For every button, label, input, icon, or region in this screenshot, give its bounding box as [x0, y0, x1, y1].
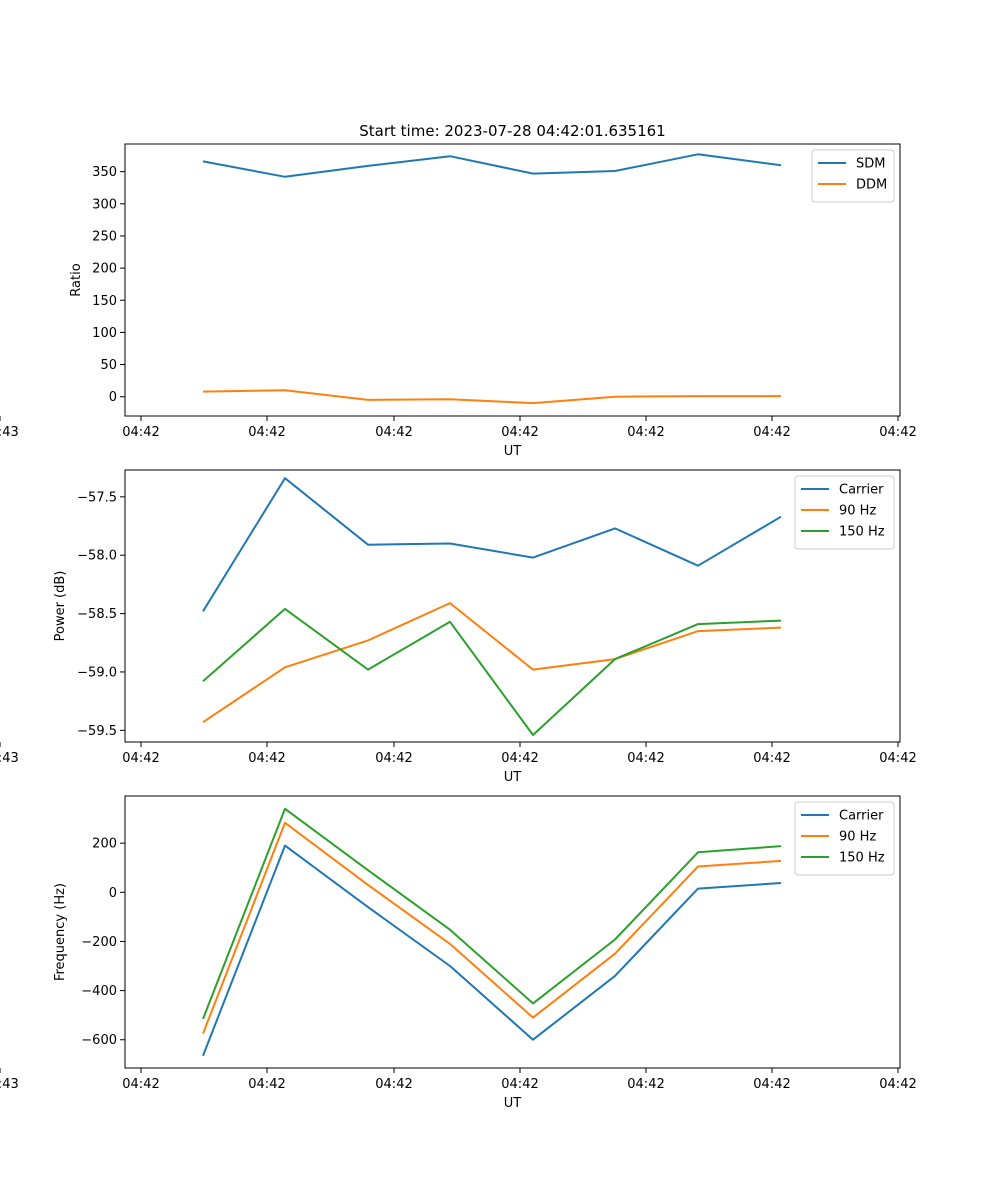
plot-frame — [124, 795, 901, 1069]
series-line-carrier — [202, 844, 782, 1057]
legend-label: Carrier — [839, 483, 884, 498]
y-axis-label: Power (dB) — [53, 571, 68, 642]
x-tick-label: 04:42 — [627, 751, 664, 766]
series-line-150-hz — [202, 607, 782, 736]
legend-label: 90 Hz — [839, 830, 876, 845]
legend-label: SDM — [856, 157, 885, 172]
panel-0: Start time: 2023-07-28 04:42:01.635161 04… — [0, 122, 917, 459]
y-tick-label: 0 — [109, 886, 117, 901]
y-tick-label: −57.5 — [77, 490, 117, 505]
y-axis-label: Ratio — [69, 263, 84, 296]
y-tick-label: 100 — [92, 326, 117, 341]
y-tick-label: 200 — [92, 837, 117, 852]
x-tick-label: 04:42 — [753, 751, 790, 766]
chart-title: Start time: 2023-07-28 04:42:01.635161 — [359, 122, 665, 140]
x-tick-label: 04:42 — [879, 751, 916, 766]
legend: SDM DDM — [811, 149, 895, 203]
x-tick-label: 04:42 — [501, 1077, 538, 1092]
x-tick-label: 04:42 — [375, 751, 412, 766]
legend-label: Carrier — [839, 809, 884, 824]
series-line-90-hz — [202, 602, 782, 724]
x-tick-label: 04:42 — [122, 1077, 159, 1092]
y-tick-label: 350 — [92, 165, 117, 180]
y-tick-label: −58.0 — [77, 549, 117, 564]
y-tick-label: 200 — [92, 262, 117, 277]
y-tick-label: 50 — [100, 358, 117, 373]
x-axis-label: UT — [504, 444, 522, 459]
panel-1: 04:42 04:42 04:42 04:42 04:42 04:42 04:42 04:43… — [0, 469, 917, 785]
y-tick-label: 0 — [109, 390, 117, 405]
series-line-sdm — [202, 153, 782, 178]
y-tick-label: 250 — [92, 229, 117, 244]
x-tick-label: 04:42 — [248, 751, 285, 766]
y-tick-label: −400 — [81, 984, 117, 999]
x-tick-label: 04:42 — [501, 425, 538, 440]
x-tick-label: 04:42 — [122, 425, 159, 440]
y-tick-label: −59.5 — [77, 724, 117, 739]
x-axis-label: UT — [504, 770, 522, 785]
y-tick-label: −58.5 — [77, 607, 117, 622]
legend-label: 90 Hz — [839, 504, 876, 519]
x-tick-label: 04:42 — [248, 1077, 285, 1092]
y-tick-label: 300 — [92, 197, 117, 212]
panel-2: 04:42 04:42 04:42 04:42 04:42 04:42 04:42 04:43… — [0, 795, 917, 1111]
y-tick-label: −59.0 — [77, 665, 117, 680]
series-line-150-hz — [202, 807, 782, 1020]
y-tick-label: −200 — [81, 935, 117, 950]
x-tick-label: 04:42 — [375, 1077, 412, 1092]
x-tick-label: 04:42 — [501, 751, 538, 766]
legend-label: 150 Hz — [839, 525, 885, 540]
x-tick-label: 04:42 — [753, 1077, 790, 1092]
legend: Carrier 90 Hz 150 Hz — [794, 475, 895, 550]
series-line-carrier — [202, 477, 782, 612]
x-tick-label: 04:42 — [879, 425, 916, 440]
x-tick-label: 04:42 — [753, 425, 790, 440]
y-tick-label: 150 — [92, 294, 117, 309]
y-tick-label: −600 — [81, 1033, 117, 1048]
series-line-ddm — [202, 389, 781, 405]
x-tick-label: 04:42 — [248, 425, 285, 440]
x-tick-label: 04:42 — [627, 425, 664, 440]
x-tick-label: 04:43 — [0, 1077, 19, 1092]
legend-label: DDM — [856, 178, 887, 193]
series-line-90-hz — [202, 821, 782, 1034]
x-tick-label: 04:42 — [627, 1077, 664, 1092]
x-tick-label: 04:42 — [879, 1077, 916, 1092]
x-axis-label: UT — [504, 1096, 522, 1111]
plot-frame — [124, 143, 901, 417]
x-tick-label: 04:42 — [375, 425, 412, 440]
legend-label: 150 Hz — [839, 851, 885, 866]
x-tick-label: 04:42 — [122, 751, 159, 766]
x-tick-label: 04:43 — [0, 751, 19, 766]
y-axis-label: Frequency (Hz) — [53, 883, 68, 981]
legend: Carrier 90 Hz 150 Hz — [794, 801, 895, 876]
x-tick-label: 04:43 — [0, 425, 19, 440]
plot-frame — [124, 469, 901, 743]
